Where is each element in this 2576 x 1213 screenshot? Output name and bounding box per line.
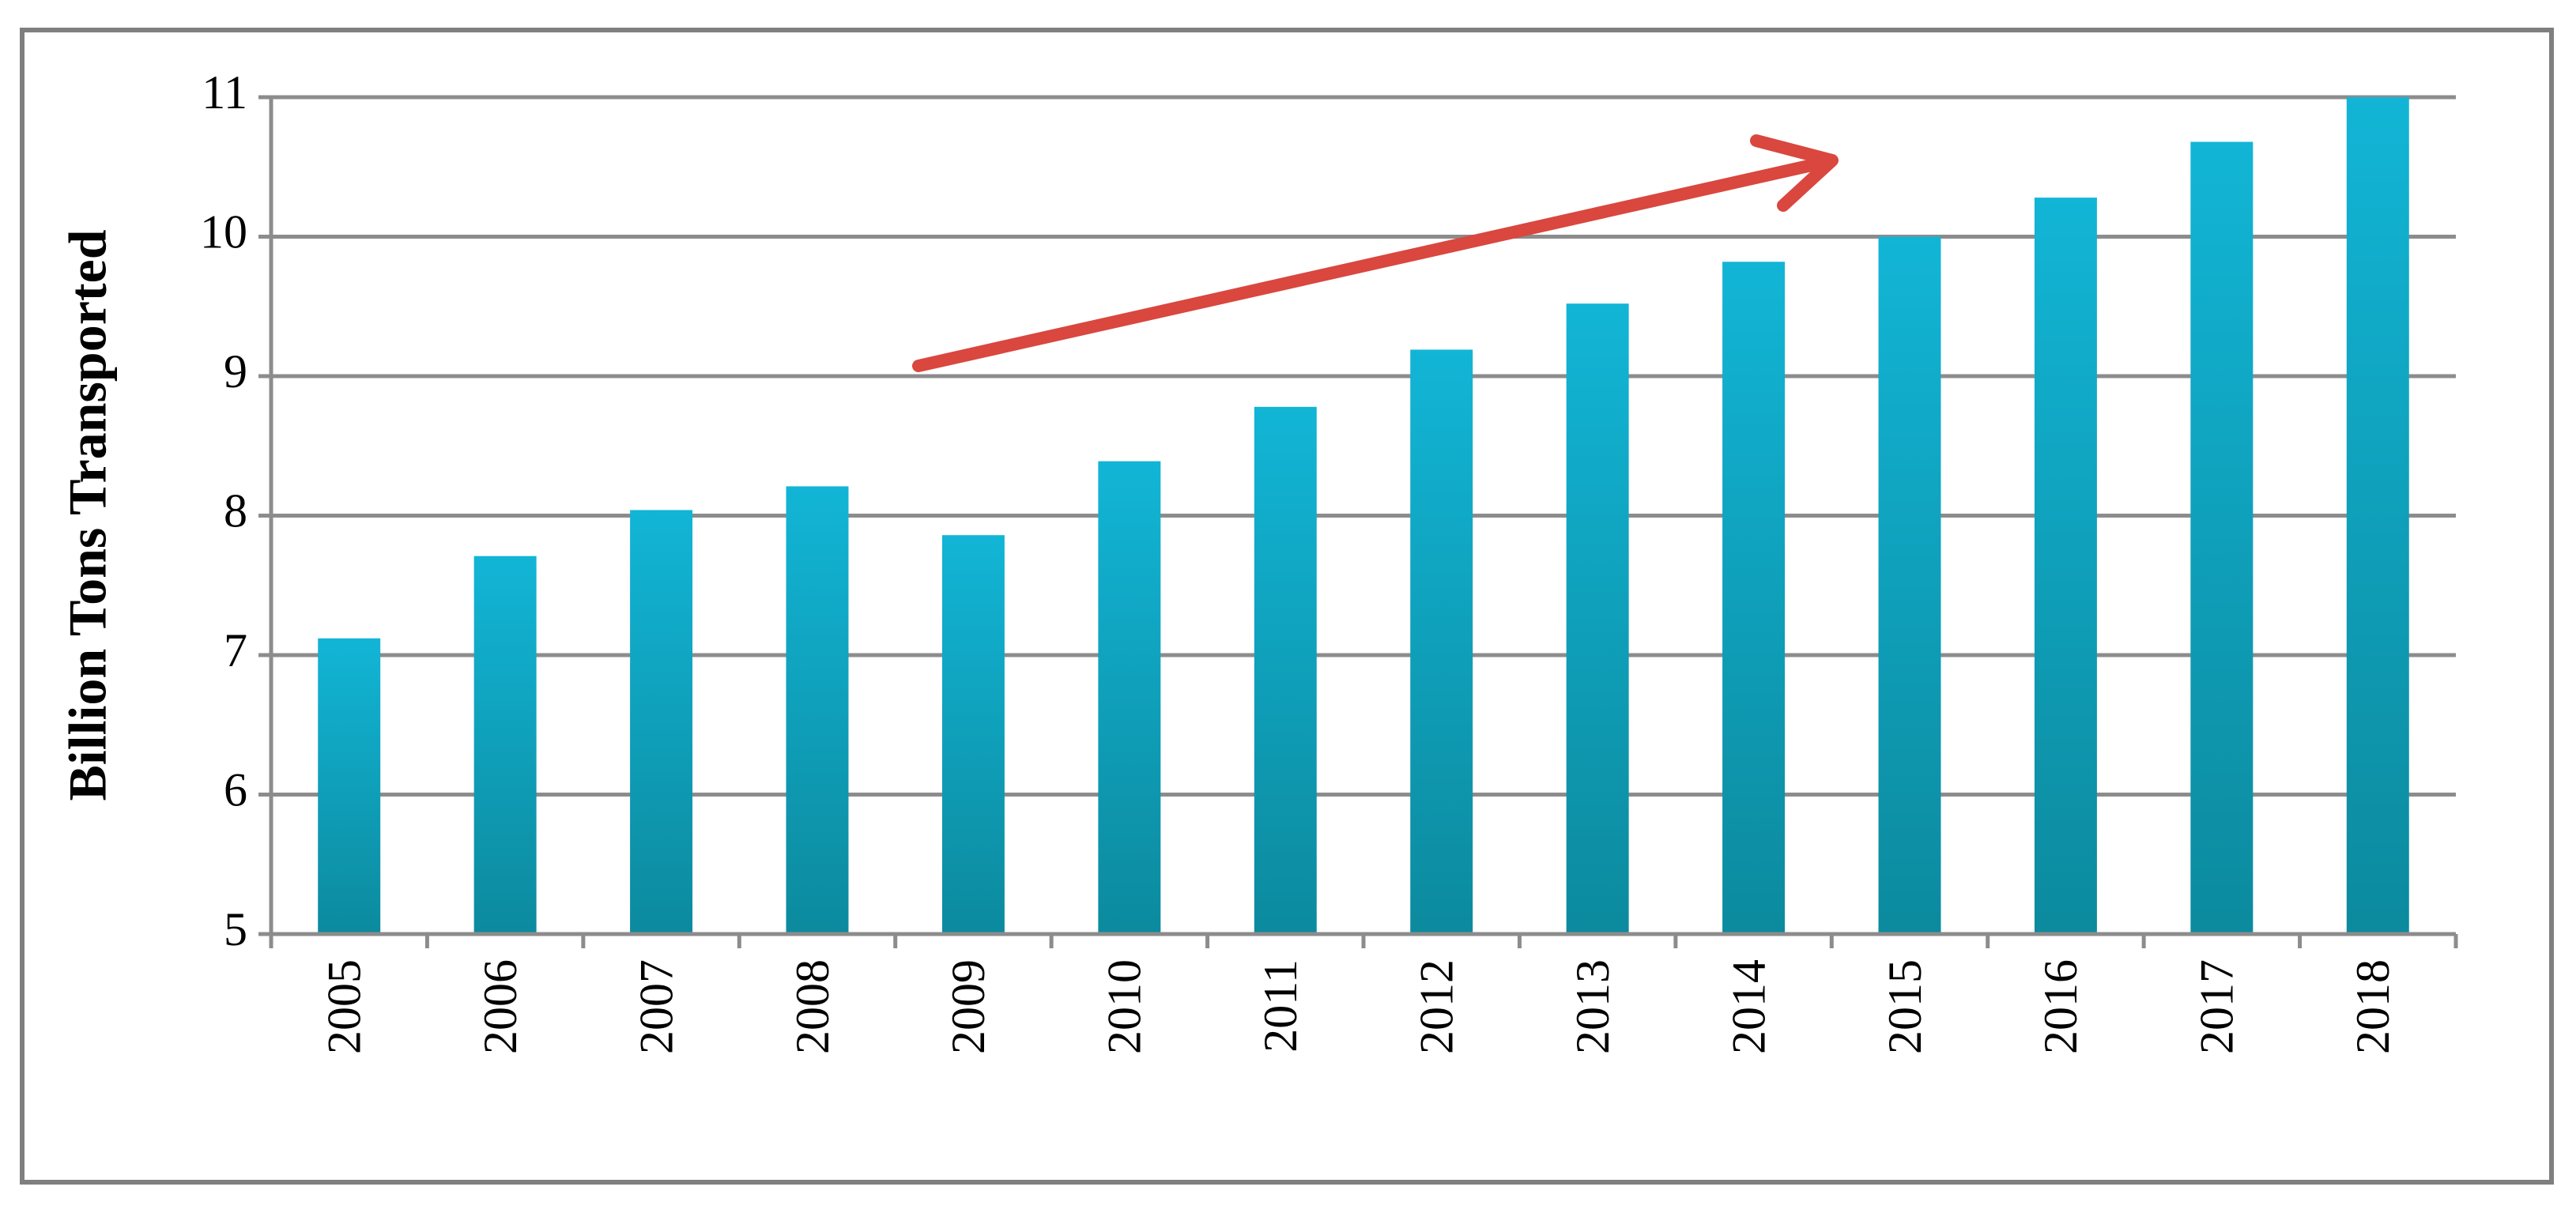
bar bbox=[1878, 236, 1941, 934]
x-tick-label: 2007 bbox=[630, 959, 682, 1054]
x-tick-label: 2018 bbox=[2347, 959, 2399, 1054]
y-tick-label: 9 bbox=[224, 345, 247, 397]
x-tick-label: 2015 bbox=[1879, 959, 1931, 1054]
y-tick-label: 5 bbox=[224, 903, 247, 955]
x-tick-label: 2017 bbox=[2191, 959, 2243, 1054]
x-tick-label: 2013 bbox=[1567, 959, 1619, 1054]
y-axis-title: Billion Tons Transported bbox=[58, 229, 118, 801]
y-tick-label: 6 bbox=[224, 763, 247, 816]
x-tick-label: 2008 bbox=[786, 959, 839, 1054]
bars bbox=[318, 97, 2409, 935]
bar bbox=[1566, 303, 1629, 935]
y-tick-label: 7 bbox=[224, 624, 247, 676]
bar bbox=[318, 638, 381, 934]
bar bbox=[1722, 262, 1786, 934]
bar bbox=[630, 510, 693, 934]
x-tick-label: 2016 bbox=[2035, 959, 2087, 1054]
bar bbox=[786, 486, 849, 934]
x-tick-label: 2014 bbox=[1722, 959, 1775, 1054]
x-tick-label: 2009 bbox=[942, 959, 994, 1054]
x-tick-label: 2010 bbox=[1099, 959, 1151, 1054]
x-tick-label: 2011 bbox=[1254, 959, 1307, 1053]
bar bbox=[2034, 198, 2097, 934]
bar bbox=[2190, 141, 2254, 935]
bar bbox=[1098, 461, 1161, 934]
y-tick-label: 11 bbox=[202, 66, 247, 119]
y-tick-label: 8 bbox=[224, 484, 247, 537]
bar bbox=[941, 535, 1005, 934]
axes: 5 6 7 8 9 10 11 2005 2006 2007 2008 2009 2010 2011 201… bbox=[200, 66, 2458, 1054]
x-tick-label: 2006 bbox=[474, 959, 526, 1054]
y-tick-label: 10 bbox=[200, 205, 247, 258]
bar bbox=[1254, 406, 1317, 934]
x-tick-label: 2005 bbox=[318, 959, 370, 1054]
x-tick-label: 2012 bbox=[1410, 959, 1462, 1054]
trend-arrow bbox=[912, 134, 1839, 372]
bar bbox=[1410, 349, 1473, 935]
bar bbox=[473, 556, 537, 934]
bar bbox=[2346, 97, 2409, 934]
